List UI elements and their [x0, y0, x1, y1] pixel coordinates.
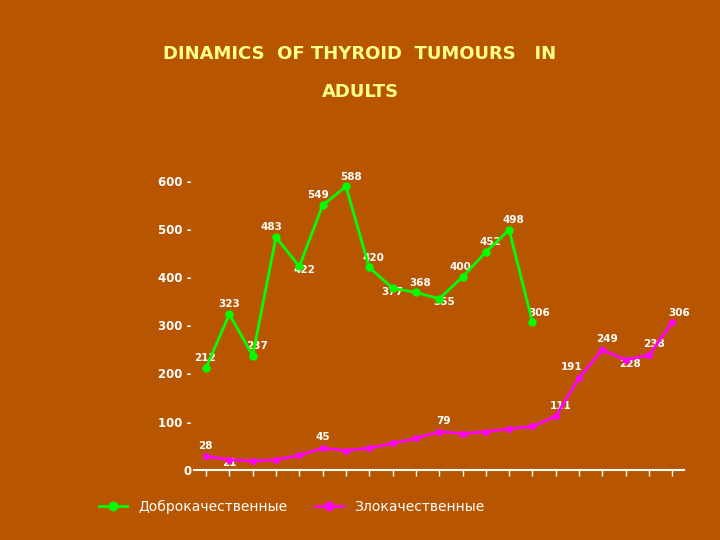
Text: 400: 400	[449, 262, 471, 272]
Text: 549: 549	[307, 191, 329, 200]
Text: 28: 28	[198, 441, 212, 450]
Text: ADULTS: ADULTS	[321, 83, 399, 101]
Text: 306: 306	[668, 308, 690, 318]
Text: 111: 111	[549, 401, 571, 410]
Text: 306: 306	[528, 308, 550, 318]
Text: 79: 79	[436, 416, 451, 426]
Text: 483: 483	[261, 222, 282, 232]
Text: 21: 21	[222, 458, 237, 468]
Legend: Доброкачественные, Злокачественные: Доброкачественные, Злокачественные	[94, 494, 490, 519]
Text: 45: 45	[315, 433, 330, 442]
Text: 377: 377	[382, 287, 404, 297]
Text: 323: 323	[218, 299, 240, 309]
Text: 452: 452	[480, 237, 501, 247]
Text: 368: 368	[410, 278, 431, 288]
Text: 422: 422	[293, 265, 315, 275]
Text: 191: 191	[562, 362, 583, 372]
Text: 355: 355	[433, 298, 455, 307]
Text: 249: 249	[596, 334, 618, 344]
Text: 238: 238	[643, 339, 665, 349]
Text: 237: 237	[246, 341, 269, 351]
Text: 420: 420	[363, 253, 385, 262]
Text: DINAMICS  OF THYROID  TUMOURS   IN: DINAMICS OF THYROID TUMOURS IN	[163, 45, 557, 63]
Text: 228: 228	[619, 359, 642, 369]
Text: 498: 498	[503, 215, 525, 225]
Text: 588: 588	[340, 172, 361, 181]
Text: 212: 212	[194, 353, 216, 363]
